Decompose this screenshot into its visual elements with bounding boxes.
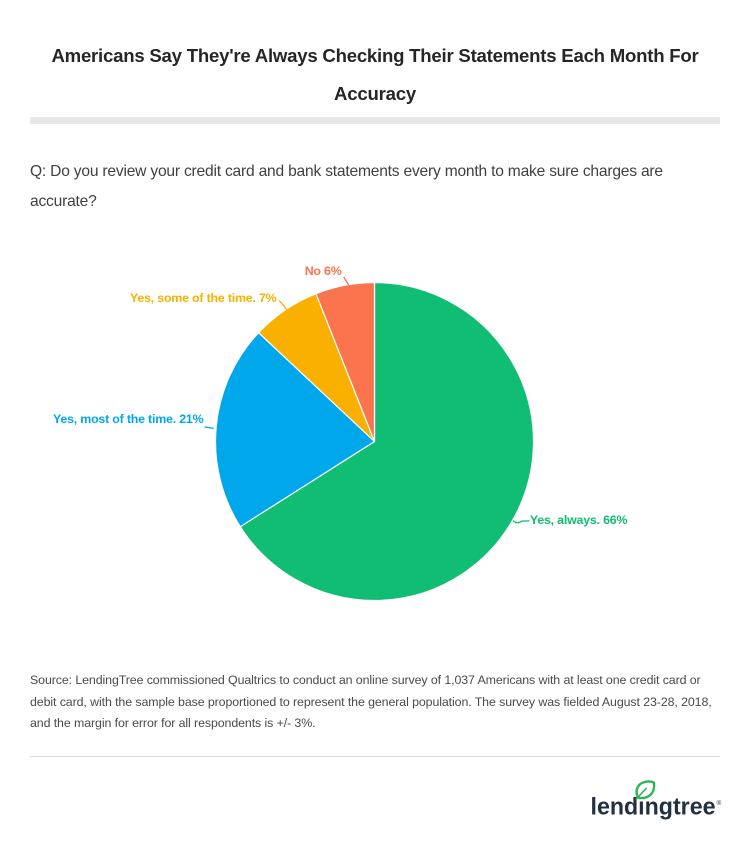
svg-text:®: ®	[717, 799, 722, 807]
svg-text:lendıngtree: lendıngtree	[591, 793, 716, 820]
